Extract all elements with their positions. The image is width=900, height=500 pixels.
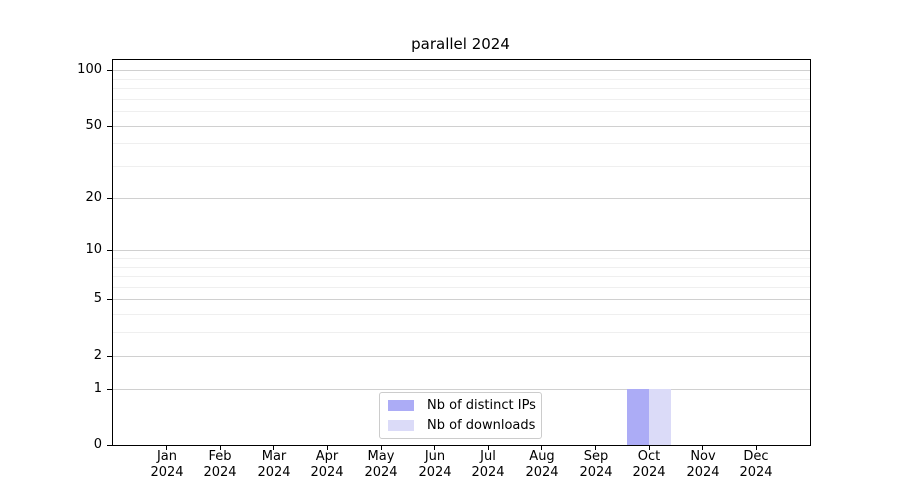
x-tick-label: Oct 2024 [632, 449, 666, 480]
x-tick [381, 446, 382, 450]
x-tick-label: Dec 2024 [739, 449, 773, 480]
y-gridline-major [113, 356, 810, 357]
x-tick-label: Jun 2024 [418, 449, 452, 480]
y-tick-label: 100 [77, 62, 102, 77]
x-tick-label: Sep 2024 [579, 449, 613, 480]
y-gridline-major [113, 70, 810, 71]
x-tick-label: Jan 2024 [150, 449, 184, 480]
x-tick [327, 446, 328, 450]
x-tick-label: Jul 2024 [471, 449, 505, 480]
y-tick-label: 0 [93, 437, 102, 452]
y-tick-label: 10 [85, 242, 102, 257]
y-tick [107, 389, 112, 390]
y-tick [107, 126, 112, 127]
bar-nb-of-downloads [649, 389, 671, 445]
x-tick [649, 446, 650, 450]
y-gridline-minor [113, 314, 810, 315]
x-tick [488, 446, 489, 450]
x-tick [434, 446, 435, 450]
y-gridline-minor [113, 88, 810, 89]
x-tick [595, 446, 596, 450]
y-tick [107, 70, 112, 71]
y-tick [107, 356, 112, 357]
x-tick [166, 446, 167, 450]
y-tick-label: 50 [85, 118, 102, 133]
plot-area [112, 59, 811, 446]
y-tick-label: 20 [85, 190, 102, 205]
legend-label: Nb of distinct IPs [427, 397, 536, 413]
y-gridline-major [113, 299, 810, 300]
x-tick [702, 446, 703, 450]
y-gridline-minor [113, 166, 810, 167]
y-gridline-minor [113, 99, 810, 100]
y-gridline-minor [113, 287, 810, 288]
y-gridline-minor [113, 79, 810, 80]
y-tick-label: 1 [93, 381, 102, 396]
y-tick [107, 299, 112, 300]
x-tick-label: Aug 2024 [525, 449, 559, 480]
x-tick-label: Nov 2024 [686, 449, 720, 480]
y-gridline-major [113, 389, 810, 390]
y-gridline-minor [113, 276, 810, 277]
y-gridline-major [113, 126, 810, 127]
y-gridline-major [113, 198, 810, 199]
bar-nb-of-distinct-ips [627, 389, 649, 445]
legend-label: Nb of downloads [427, 417, 536, 433]
legend-item: Nb of distinct IPs [380, 395, 541, 415]
y-gridline-minor [113, 267, 810, 268]
x-tick-label: May 2024 [364, 449, 398, 480]
y-gridline-major [113, 250, 810, 251]
y-gridline-minor [113, 258, 810, 259]
y-gridline-minor [113, 111, 810, 112]
y-gridline-minor [113, 143, 810, 144]
legend-swatch [388, 419, 414, 431]
legend-swatch [388, 399, 414, 411]
y-tick [107, 445, 112, 446]
x-tick [541, 446, 542, 450]
y-tick [107, 250, 112, 251]
legend-item: Nb of downloads [380, 415, 541, 435]
y-tick-label: 2 [93, 348, 102, 363]
legend: Nb of distinct IPs Nb of downloads [379, 392, 542, 439]
x-tick [273, 446, 274, 450]
y-tick [107, 198, 112, 199]
x-tick-label: Feb 2024 [203, 449, 237, 480]
y-gridline-minor [113, 332, 810, 333]
x-tick [756, 446, 757, 450]
y-tick-label: 5 [93, 291, 102, 306]
x-tick [220, 446, 221, 450]
chart-title: parallel 2024 [411, 35, 510, 53]
x-tick-label: Apr 2024 [310, 449, 344, 480]
x-tick-label: Mar 2024 [257, 449, 291, 480]
